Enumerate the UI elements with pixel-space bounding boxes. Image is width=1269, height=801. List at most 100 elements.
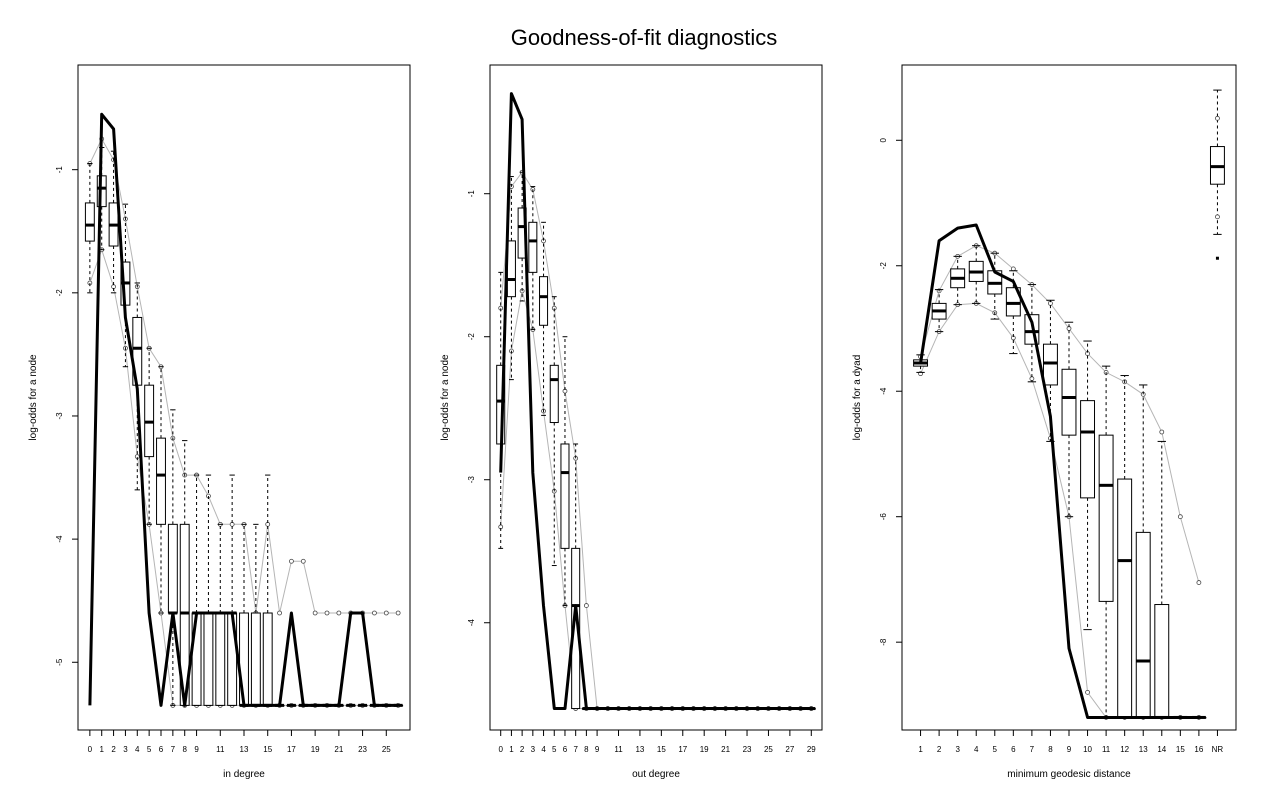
x-tick-label: 17 xyxy=(678,745,687,754)
box-x-22 xyxy=(345,703,356,707)
box-x-10 xyxy=(203,474,214,706)
x-axis-title: in degree xyxy=(223,769,265,780)
x-tick-label: 4 xyxy=(974,745,979,754)
box-x-8 xyxy=(1042,299,1058,442)
box-x-11 xyxy=(1098,365,1114,718)
x-tick-label: 25 xyxy=(764,745,773,754)
box-body xyxy=(1005,287,1021,317)
box-body xyxy=(1080,400,1096,499)
box-x-11 xyxy=(215,523,226,706)
upper-band-point xyxy=(395,610,401,616)
box-x-6 xyxy=(1005,270,1021,355)
upper-band-point xyxy=(372,610,377,616)
x-tick-label: 8 xyxy=(182,745,187,754)
upper-band-point xyxy=(324,610,330,616)
x-tick-label: 1 xyxy=(918,745,923,754)
upper-band-point xyxy=(1196,580,1202,585)
box-body xyxy=(262,612,273,706)
upper-band-line xyxy=(920,245,1200,583)
box-x-23 xyxy=(357,703,368,707)
box-body xyxy=(215,612,226,706)
x-tick-label: 5 xyxy=(552,745,557,754)
box-x-17 xyxy=(1209,89,1225,235)
x-tick-label: 14 xyxy=(1157,745,1166,754)
x-tick-label: 1 xyxy=(509,745,514,754)
box-x-9 xyxy=(191,474,202,706)
box-body xyxy=(167,523,178,614)
x-tick-label: 2 xyxy=(520,745,525,754)
box-body xyxy=(1042,343,1058,386)
y-tick-label: -1 xyxy=(467,190,476,198)
x-tick-label: 27 xyxy=(785,745,794,754)
upper-band-point xyxy=(277,610,282,616)
y-tick-label: -2 xyxy=(879,262,888,270)
x-tick-label: 21 xyxy=(334,745,343,754)
box-body xyxy=(84,202,95,242)
x-tick-label: 7 xyxy=(573,745,578,754)
x-tick-label: 9 xyxy=(194,745,199,754)
box-body xyxy=(156,437,166,525)
x-tick-label: 7 xyxy=(171,745,176,754)
y-tick-label: -4 xyxy=(879,387,888,395)
x-tick-label: 9 xyxy=(595,745,600,754)
x-tick-label: 25 xyxy=(382,745,391,754)
box-x-0 xyxy=(84,163,95,294)
box-x-10 xyxy=(1080,340,1096,631)
x-tick-label: 3 xyxy=(531,745,536,754)
x-tick-label: 21 xyxy=(721,745,730,754)
x-axis-title: out degree xyxy=(632,769,680,780)
panel-geodesic-distance: 1 2 3 4 5 6 7 8 9 10 11 12 13 14 15 16 NR0-2-4-6-8minimu… xyxy=(852,64,1237,780)
box-x-4 xyxy=(539,221,549,416)
upper-band-point xyxy=(583,603,589,608)
y-tick-label: -4 xyxy=(467,619,476,627)
observed-line xyxy=(499,92,812,710)
x-tick-label: 3 xyxy=(955,745,960,754)
box-body xyxy=(1117,478,1133,718)
y-axis-title: log-odds for a dyad xyxy=(852,355,863,441)
box-x-3 xyxy=(528,186,538,331)
box-x-8 xyxy=(179,440,190,706)
lower-band-point xyxy=(1029,376,1035,382)
upper-band-point xyxy=(1177,514,1183,520)
x-tick-label: 1 xyxy=(99,745,104,754)
box-x-4 xyxy=(968,245,984,304)
box-x-5 xyxy=(144,347,155,525)
x-tick-label: 16 xyxy=(1194,745,1203,754)
x-tick-label: 13 xyxy=(635,745,644,754)
x-tick-label: 7 xyxy=(1030,745,1035,754)
x-tick-label: 29 xyxy=(807,745,816,754)
upper-band-point xyxy=(300,558,306,564)
box-body xyxy=(539,276,549,326)
box-x-6 xyxy=(560,336,570,607)
box-body xyxy=(1135,531,1151,718)
box-x-7 xyxy=(571,443,581,710)
x-tick-label: 2 xyxy=(111,745,116,754)
box-body xyxy=(560,443,570,549)
box-body xyxy=(506,240,516,298)
x-tick-label: 11 xyxy=(216,745,225,754)
box-x-12 xyxy=(227,474,238,706)
x-tick-label: 9 xyxy=(1067,745,1072,754)
x-tick-label: 11 xyxy=(1102,745,1111,754)
box-x-15 xyxy=(262,474,273,707)
x-tick-label: 0 xyxy=(498,745,503,754)
x-tick-label: NR xyxy=(1212,745,1224,754)
x-tick-label: 13 xyxy=(1139,745,1148,754)
y-tick-label: -1 xyxy=(55,166,64,174)
x-tick-label: 10 xyxy=(1083,745,1092,754)
y-axis-title: log-odds for a node xyxy=(28,354,39,441)
x-tick-label: 12 xyxy=(1120,745,1129,754)
x-tick-label: 0 xyxy=(88,745,93,754)
figure-title: Goodness-of-fit diagnostics xyxy=(511,25,778,50)
box-x-6 xyxy=(156,366,166,614)
upper-band-point xyxy=(383,610,389,616)
box-x-5 xyxy=(549,296,559,567)
x-tick-label: 5 xyxy=(993,745,998,754)
box-body xyxy=(203,612,214,706)
upper-band-point xyxy=(312,610,318,616)
y-tick-label: -4 xyxy=(55,535,64,543)
outlier-point xyxy=(1215,256,1219,260)
y-tick-label: -8 xyxy=(879,638,888,646)
x-tick-label: 13 xyxy=(240,745,249,754)
box-x-9 xyxy=(1061,321,1077,518)
